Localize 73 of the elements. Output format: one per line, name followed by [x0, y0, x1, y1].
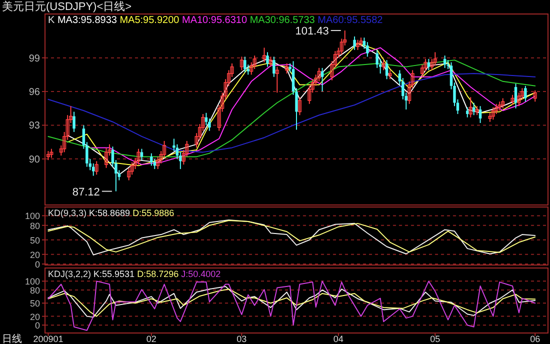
candlestick: [353, 36, 356, 50]
y-tick-label: 100: [24, 276, 40, 287]
y-tick-label: 96: [28, 87, 40, 98]
candlestick: [385, 60, 388, 80]
y-tick-label: 100: [24, 211, 40, 222]
y-tick-label: 0: [34, 320, 40, 331]
y-tick-label: 80: [30, 285, 40, 296]
y-tick-label: 80: [30, 220, 40, 231]
annotation: 87.12: [72, 186, 100, 198]
x-tick-label: 04: [333, 334, 344, 344]
y-tick-label: 20: [30, 250, 40, 260]
text: D:58.7296: [137, 269, 182, 279]
candlestick: [514, 83, 518, 109]
candlestick: [366, 42, 369, 58]
candlestick: [150, 152, 153, 166]
candlestick: [262, 47, 266, 63]
candlestick: [433, 52, 437, 66]
x-tick-label: 200901: [33, 334, 64, 344]
candlestick: [72, 111, 76, 132]
series-label: J:50.4002: [181, 269, 221, 279]
chart-title: 美元日元(USDJPY)<日线>: [2, 0, 132, 13]
y-tick-label: 20: [30, 312, 40, 322]
x-axis-title: 日线: [2, 333, 22, 344]
legend-title: KD(9,3,3): [48, 208, 90, 218]
candlestick: [104, 147, 108, 168]
candlestick: [136, 148, 140, 166]
y-tick-label: 99: [28, 53, 40, 64]
x-tick-label: 06: [530, 334, 540, 344]
text: MA60:95.5582: [318, 15, 384, 26]
legend-title: K: [48, 15, 58, 26]
line-series: [48, 280, 536, 331]
candlestick: [272, 56, 276, 78]
x-tick-label: 05: [430, 334, 440, 344]
text: MA3:95.8933: [57, 15, 120, 26]
y-tick-label: 0: [34, 260, 40, 270]
candlestick: [240, 56, 244, 71]
x-tick-label: 02: [146, 334, 156, 344]
text: MA30:96.5733: [250, 15, 318, 26]
text: MA5:95.9200: [120, 15, 182, 26]
candlestick: [468, 96, 472, 118]
candlestick: [491, 106, 495, 120]
candlestick: [510, 94, 514, 106]
candlestick: [517, 92, 521, 107]
candlestick: [524, 85, 527, 102]
candlestick: [92, 162, 95, 176]
x-tick-label: 03: [236, 334, 247, 344]
text: K:58.8689: [89, 208, 133, 218]
y-tick-label: 93: [28, 120, 40, 132]
y-tick-label: 90: [28, 154, 40, 166]
candlestick: [382, 60, 386, 71]
candlestick: [266, 52, 269, 68]
candlestick: [478, 106, 482, 124]
candlestick: [533, 90, 537, 102]
candlestick: [285, 62, 289, 74]
series-label: D:55.9886: [132, 208, 174, 218]
candlestick: [244, 56, 246, 73]
candlestick: [140, 148, 144, 161]
legend-title: KDJ(3,2,2): [48, 269, 94, 279]
candlestick: [466, 106, 469, 118]
candlestick: [317, 67, 321, 82]
candlestick: [356, 39, 360, 50]
candlestick: [427, 58, 430, 71]
candlestick: [298, 96, 302, 116]
y-tick-label: 50: [30, 298, 40, 309]
candlestick: [94, 160, 98, 176]
annotation: 101.43: [295, 26, 329, 38]
candlestick: [501, 98, 505, 109]
candlestick: [268, 56, 272, 68]
candlestick: [275, 66, 279, 94]
text: MA10:95.6310: [182, 15, 250, 26]
line-series: [48, 73, 536, 153]
y-tick-label: 50: [30, 235, 40, 246]
text: K:55.9531: [94, 269, 138, 279]
